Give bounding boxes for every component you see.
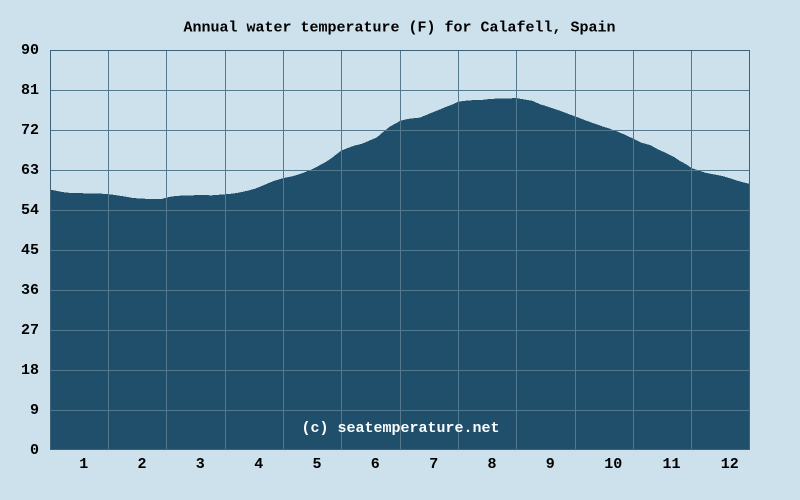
svg-text:12: 12 xyxy=(721,456,739,473)
svg-text:54: 54 xyxy=(21,202,39,219)
svg-text:11: 11 xyxy=(663,456,681,473)
svg-text:36: 36 xyxy=(21,282,39,299)
svg-text:90: 90 xyxy=(21,42,39,59)
svg-text:72: 72 xyxy=(21,122,39,139)
svg-text:81: 81 xyxy=(21,82,39,99)
svg-text:0: 0 xyxy=(30,442,39,459)
svg-text:6: 6 xyxy=(371,456,380,473)
svg-text:4: 4 xyxy=(254,456,263,473)
svg-text:5: 5 xyxy=(313,456,322,473)
svg-text:9: 9 xyxy=(30,402,39,419)
svg-text:(c) seatemperature.net: (c) seatemperature.net xyxy=(301,420,499,437)
svg-text:63: 63 xyxy=(21,162,39,179)
svg-text:Annual water temperature (F) f: Annual water temperature (F) for Calafel… xyxy=(183,20,615,37)
svg-text:2: 2 xyxy=(138,456,147,473)
svg-text:45: 45 xyxy=(21,242,39,259)
svg-text:9: 9 xyxy=(546,456,555,473)
svg-text:10: 10 xyxy=(604,456,622,473)
svg-text:18: 18 xyxy=(21,362,39,379)
svg-text:3: 3 xyxy=(196,456,205,473)
svg-text:27: 27 xyxy=(21,322,39,339)
svg-text:1: 1 xyxy=(79,456,88,473)
svg-text:8: 8 xyxy=(488,456,497,473)
svg-text:7: 7 xyxy=(429,456,438,473)
